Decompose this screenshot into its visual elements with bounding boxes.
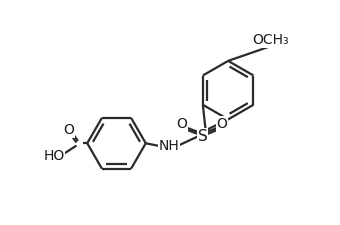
Text: O: O [176, 117, 187, 131]
Text: O: O [217, 117, 227, 131]
Text: O: O [63, 123, 74, 137]
Text: S: S [198, 129, 208, 144]
Text: HO: HO [44, 149, 65, 163]
Text: NH: NH [158, 139, 179, 153]
Text: OCH₃: OCH₃ [252, 33, 289, 47]
